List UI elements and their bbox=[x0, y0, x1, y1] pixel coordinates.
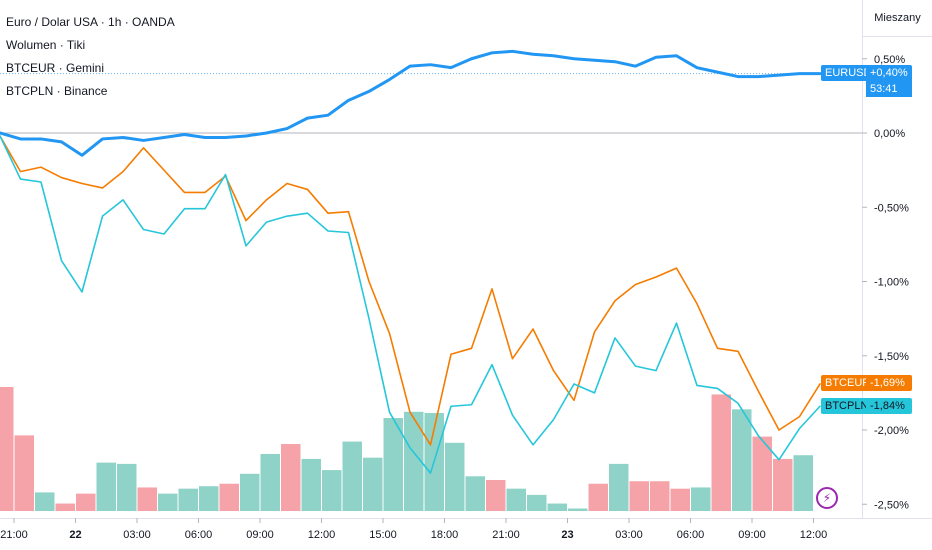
series-lines bbox=[0, 49, 822, 474]
x-tick-label: 12:00 bbox=[308, 529, 336, 541]
volume-bar bbox=[0, 387, 14, 511]
btceur-symbol-tag: BTCEUR bbox=[821, 375, 875, 391]
x-tick-label: 21:00 bbox=[492, 529, 520, 541]
legend-btceur[interactable]: BTCEUR · Gemini bbox=[6, 61, 105, 75]
volume-bar bbox=[158, 493, 178, 511]
volume-bar bbox=[35, 492, 55, 511]
x-tick-label: 12:00 bbox=[800, 529, 828, 541]
volume-bar bbox=[568, 508, 588, 511]
volume-bar bbox=[486, 480, 506, 511]
volume-bar bbox=[445, 442, 465, 511]
y-tick-label: -2,00% bbox=[874, 425, 909, 437]
y-tick-label: -0,50% bbox=[874, 202, 909, 214]
volume-bar bbox=[527, 494, 547, 511]
scale-mode-button[interactable]: Mieszany bbox=[863, 0, 932, 36]
chart-legend: Euro / Dolar USA · 1h · OANDA Wolumen · … bbox=[6, 11, 175, 103]
x-tick-label: 09:00 bbox=[246, 529, 274, 541]
volume-bar bbox=[363, 457, 383, 511]
btceur-value-tag: -1,69% bbox=[866, 375, 912, 391]
series-line-eurusd bbox=[0, 49, 822, 157]
legend-main-symbol[interactable]: Euro / Dolar USA · 1h · OANDA bbox=[6, 15, 175, 29]
volume-bar bbox=[670, 488, 690, 511]
x-tick-label: 15:00 bbox=[369, 529, 397, 541]
volume-bar bbox=[650, 481, 670, 511]
series-line-btcpln bbox=[0, 135, 821, 474]
volume-bar bbox=[506, 488, 526, 511]
lightning-icon[interactable]: ⚡ bbox=[816, 487, 838, 509]
volume-bar bbox=[240, 473, 260, 511]
volume-bar bbox=[588, 483, 608, 511]
x-tick-label: 06:00 bbox=[185, 529, 213, 541]
x-tick-label: 23 bbox=[561, 529, 573, 541]
volume-bar bbox=[691, 487, 711, 511]
time-axis[interactable]: 21:00 22 03:00 06:00 09:00 12:00 15:00 18:00 21:… bbox=[0, 518, 932, 541]
btcpln-symbol-tag: BTCPLN bbox=[821, 398, 873, 414]
volume-bar bbox=[199, 486, 219, 511]
volume-bar bbox=[260, 453, 280, 511]
x-tick-label: 03:00 bbox=[615, 529, 643, 541]
volume-bar bbox=[219, 483, 239, 511]
y-tick-label: -1,00% bbox=[874, 277, 909, 289]
y-tick-label: -2,50% bbox=[874, 499, 909, 511]
volume-bar bbox=[14, 435, 34, 511]
grid-lines bbox=[0, 73, 862, 134]
volume-bar bbox=[547, 503, 567, 511]
volume-bar bbox=[404, 411, 424, 511]
volume-bar bbox=[793, 455, 813, 511]
legend-volume[interactable]: Wolumen · Tiki bbox=[6, 38, 86, 52]
eurusd-symbol-tag: EURUSD bbox=[821, 65, 876, 81]
volume-bar bbox=[55, 503, 75, 511]
btcpln-value-tag: -1,84% bbox=[866, 398, 912, 414]
volume-bar bbox=[732, 409, 752, 511]
x-tick-label: 06:00 bbox=[677, 529, 705, 541]
y-tick-label: 0,00% bbox=[874, 128, 905, 140]
eurusd-value-tag: +0,40% bbox=[866, 65, 912, 81]
volume-bar bbox=[281, 444, 301, 511]
volume-bar bbox=[465, 476, 485, 511]
price-axis[interactable]: 0,50% 0,00% -0,50% -1,00% -1,50% -2,00% -2,50% bbox=[862, 0, 932, 518]
x-tick-label: 22 bbox=[69, 529, 81, 541]
volume-bar bbox=[137, 487, 157, 511]
volume-bar bbox=[117, 463, 137, 511]
y-tick-label: -1,50% bbox=[874, 351, 909, 363]
volume-bar bbox=[342, 441, 362, 511]
x-tick-label: 18:00 bbox=[431, 529, 459, 541]
x-tick-label: 21:00 bbox=[0, 529, 28, 541]
volume-bar bbox=[773, 458, 793, 511]
y-tick-label: 0,50% bbox=[874, 54, 905, 66]
volume-bar bbox=[752, 436, 772, 511]
eurusd-countdown: 53:41 bbox=[866, 81, 912, 97]
volume-bar bbox=[96, 462, 116, 511]
x-tick-label: 03:00 bbox=[123, 529, 151, 541]
series-line-btceur bbox=[0, 135, 821, 446]
volume-bar bbox=[178, 488, 198, 511]
volume-bars bbox=[0, 387, 813, 511]
volume-bar bbox=[609, 463, 629, 511]
legend-btcpln[interactable]: BTCPLN · Binance bbox=[6, 84, 108, 98]
volume-bar bbox=[322, 470, 342, 511]
volume-bar bbox=[711, 394, 731, 511]
volume-bar bbox=[76, 493, 96, 511]
volume-bar bbox=[629, 481, 649, 511]
x-tick-label: 09:00 bbox=[738, 529, 766, 541]
volume-bar bbox=[301, 458, 321, 511]
volume-bar bbox=[383, 418, 403, 511]
